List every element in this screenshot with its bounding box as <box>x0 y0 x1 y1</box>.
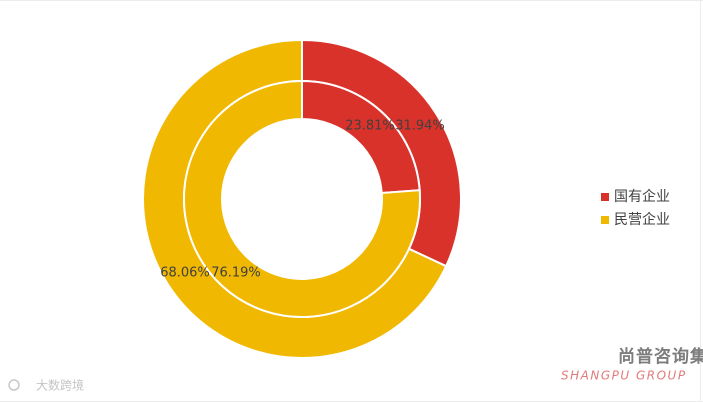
data-label: 31.94% <box>395 119 445 134</box>
legend-swatch <box>601 216 609 224</box>
donut-segment <box>183 79 421 318</box>
brand-en-watermark: SHANGPU GROUP <box>561 369 687 383</box>
data-label: 23.81% <box>345 119 395 134</box>
data-label: 68.06% <box>160 266 210 281</box>
brand-watermark: 尚普咨询集团 <box>618 346 703 367</box>
data-label: 76.19% <box>211 266 261 281</box>
legend-label: 民营企业 <box>614 211 670 228</box>
source-logo <box>8 379 20 391</box>
legend-label: 国有企业 <box>614 188 670 205</box>
legend-swatch <box>601 193 609 201</box>
source-watermark: 大数跨境 <box>36 378 84 393</box>
